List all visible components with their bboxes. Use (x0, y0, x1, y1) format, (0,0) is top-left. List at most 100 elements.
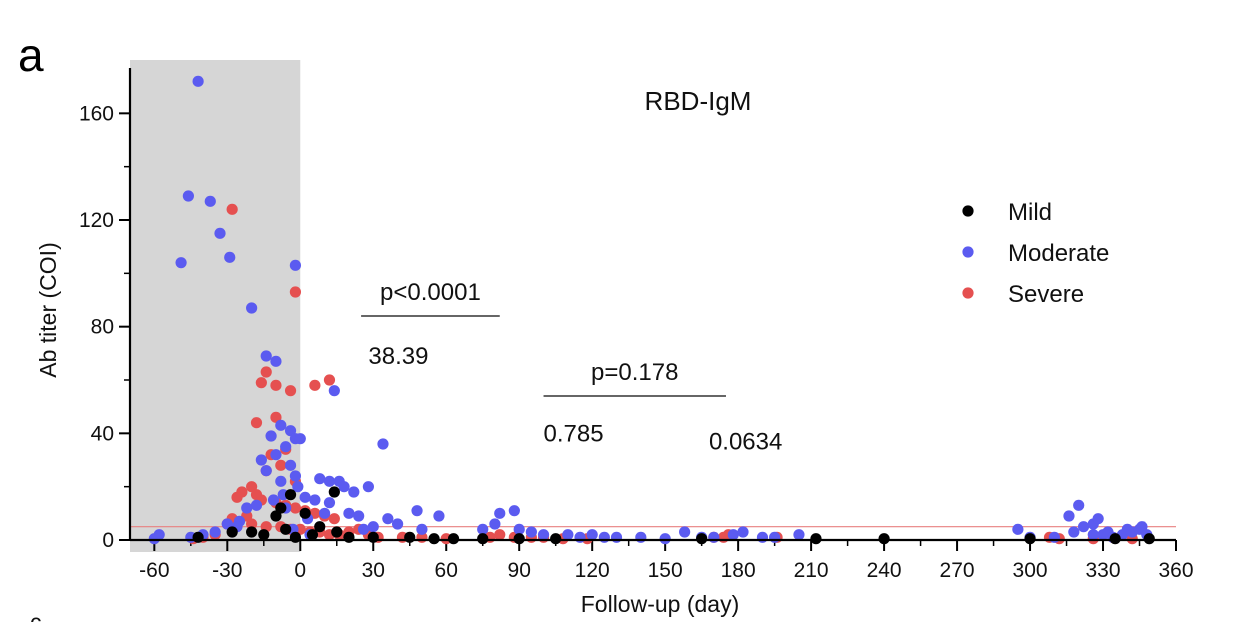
data-point-moderate (284, 459, 297, 471)
data-point-moderate (289, 470, 302, 482)
data-point-mild (275, 502, 287, 514)
data-point-mild (192, 531, 204, 543)
data-point-moderate (323, 475, 336, 487)
data-point-moderate (1063, 510, 1075, 522)
data-point-moderate (769, 531, 781, 543)
data-point-mild (331, 526, 343, 538)
data-point-severe (255, 377, 267, 389)
data-point-mild (404, 531, 416, 543)
y-tick-label: 0 (102, 529, 114, 552)
data-point-mild (1143, 533, 1155, 545)
data-point-severe (250, 417, 263, 429)
data-point-moderate (338, 481, 350, 493)
data-point-moderate (391, 518, 404, 530)
data-point-severe (231, 491, 243, 503)
data-point-mild (299, 507, 311, 519)
x-tick-label: 120 (575, 559, 610, 582)
x-tick-label: 240 (867, 559, 902, 582)
data-point-mild (367, 531, 379, 543)
x-tick-label: -30 (212, 559, 242, 582)
data-point-mild (280, 523, 292, 535)
data-point-moderate (175, 257, 187, 269)
next-panel-label: c (30, 609, 42, 622)
data-point-moderate (260, 465, 272, 477)
data-point-moderate (204, 195, 216, 207)
data-point-moderate (1073, 499, 1085, 511)
data-point-moderate (635, 531, 647, 543)
data-point-mild (513, 533, 525, 545)
data-point-moderate (275, 419, 287, 431)
median-label: 0.0634 (709, 428, 782, 455)
p-value-label: p=0.178 (591, 359, 678, 386)
legend-label-moderate: Moderate (1008, 240, 1109, 267)
data-point-severe (275, 459, 287, 471)
data-point-moderate (294, 433, 306, 445)
data-point-moderate (148, 533, 160, 545)
data-point-mild (328, 486, 340, 498)
data-point-moderate (586, 529, 598, 541)
data-point-severe (260, 366, 272, 378)
data-point-moderate (679, 526, 691, 538)
data-point-mild (314, 521, 326, 533)
data-point-moderate (289, 259, 302, 271)
data-point-severe (289, 286, 302, 298)
x-axis-title: Follow-up (day) (581, 591, 740, 617)
data-point-moderate (1077, 521, 1090, 533)
legend-label-severe: Severe (1008, 281, 1084, 308)
data-point-moderate (574, 531, 586, 543)
x-axis-ticks: -60 -30 0 30 60 90 120 150 180 210 240 270 300 330 360 (139, 540, 1194, 582)
data-point-moderate (348, 486, 360, 498)
x-tick-label: 330 (1085, 559, 1120, 582)
data-point-severe (289, 502, 302, 514)
data-point-mild (284, 489, 297, 501)
data-point-moderate (260, 350, 272, 362)
x-tick-label: 60 (435, 559, 458, 582)
data-point-mild (343, 531, 355, 543)
data-point-moderate (508, 505, 520, 517)
data-point-moderate (367, 521, 379, 533)
data-point-severe (328, 513, 340, 525)
data-point-mild (447, 533, 460, 545)
y-tick-label: 160 (79, 102, 114, 125)
data-point-moderate (1092, 513, 1104, 525)
data-point-moderate (275, 475, 287, 487)
data-point-severe (270, 379, 282, 391)
data-point-moderate (1087, 529, 1099, 541)
x-tick-label: 150 (648, 559, 683, 582)
chart-title: RBD-IgM (645, 86, 752, 116)
data-point-moderate (328, 385, 340, 397)
data-point-moderate (182, 190, 194, 202)
x-tick-label: 360 (1158, 559, 1193, 582)
panel-label: a (18, 29, 44, 81)
data-point-severe (226, 203, 238, 215)
data-point-moderate (267, 494, 280, 506)
data-point-moderate (292, 481, 304, 493)
data-point-moderate (270, 449, 282, 461)
data-point-mild (258, 529, 270, 541)
data-point-moderate (343, 507, 355, 519)
data-point-moderate (793, 529, 805, 541)
data-point-mild (306, 529, 319, 541)
annotations: p<0.0001 p=0.178 38.39 0.785 0.0634 (361, 279, 782, 455)
data-point-moderate (598, 531, 610, 543)
legend-marker-severe (962, 287, 974, 299)
data-point-moderate (250, 499, 263, 511)
data-point-moderate (255, 454, 267, 466)
data-point-moderate (477, 523, 489, 535)
data-point-mild (550, 533, 562, 545)
data-point-severe (323, 374, 336, 386)
data-point-mild (1024, 533, 1036, 545)
data-point-moderate (489, 518, 501, 530)
legend-marker-mild (962, 205, 974, 217)
x-tick-label: -60 (139, 559, 169, 582)
x-tick-label: 270 (940, 559, 975, 582)
y-axis-title: Ab titer (COI) (35, 242, 61, 377)
data-point-mild (477, 533, 489, 545)
data-point-moderate (382, 513, 394, 525)
x-tick-label: 30 (362, 559, 385, 582)
data-point-moderate (280, 441, 292, 453)
data-point-mild (1109, 533, 1121, 545)
p-value-label: p<0.0001 (380, 279, 481, 306)
data-point-moderate (756, 531, 769, 543)
data-point-moderate (353, 510, 365, 522)
